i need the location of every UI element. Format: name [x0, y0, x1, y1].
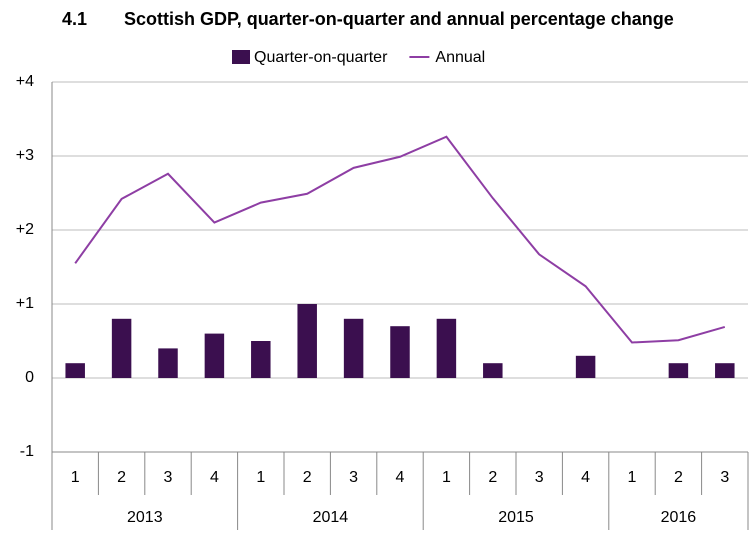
- y-tick-label: +2: [16, 221, 34, 238]
- legend-swatch: [232, 50, 250, 64]
- x-group-label: 2016: [661, 509, 697, 526]
- bar: [715, 363, 735, 378]
- x-tick-label: 2: [117, 469, 126, 486]
- chart-number: 4.1: [62, 9, 87, 29]
- x-tick-label: 3: [535, 469, 544, 486]
- x-tick-label: 3: [720, 469, 729, 486]
- bar: [390, 326, 410, 378]
- line: [74, 135, 726, 344]
- x-tick-label: 1: [628, 469, 637, 486]
- bar: [436, 318, 457, 378]
- x-tick-label: 4: [396, 469, 405, 486]
- x-group-label: 2013: [127, 509, 163, 526]
- y-tick-label: +1: [16, 295, 34, 312]
- legend-label: Quarter-on-quarter: [254, 49, 388, 66]
- bar: [204, 333, 225, 378]
- bar: [111, 318, 132, 378]
- chart-title: Scottish GDP, quarter-on-quarter and ann…: [124, 9, 674, 29]
- x-tick-label: 1: [71, 469, 80, 486]
- bar: [668, 363, 689, 378]
- x-tick-label: 4: [581, 469, 590, 486]
- bar: [343, 318, 364, 378]
- x-tick-label: 3: [164, 469, 173, 486]
- y-tick-label: +4: [16, 73, 34, 90]
- bar: [158, 348, 178, 378]
- bar: [65, 363, 85, 378]
- y-tick-label: 0: [25, 369, 34, 386]
- x-tick-label: 1: [256, 469, 265, 486]
- x-tick-label: 3: [349, 469, 358, 486]
- y-tick-label: +3: [16, 147, 34, 164]
- x-group-label: 2014: [313, 509, 349, 526]
- legend-label: Annual: [435, 49, 485, 66]
- bar: [297, 304, 317, 378]
- x-tick-label: 4: [210, 469, 219, 486]
- x-tick-label: 1: [442, 469, 451, 486]
- bar: [483, 363, 503, 378]
- x-tick-label: 2: [303, 469, 312, 486]
- bar: [251, 341, 271, 378]
- x-group-label: 2015: [498, 509, 534, 526]
- x-tick-label: 2: [674, 469, 683, 486]
- x-tick-label: 2: [488, 469, 497, 486]
- bar: [575, 355, 596, 378]
- y-tick-label: -1: [20, 443, 34, 460]
